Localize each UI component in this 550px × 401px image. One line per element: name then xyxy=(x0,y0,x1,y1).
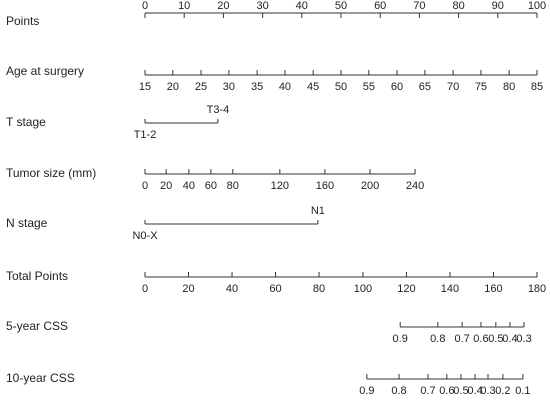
tick-label: 40 xyxy=(183,180,195,192)
tick-label: 60 xyxy=(269,283,281,295)
tick-label: 30 xyxy=(256,0,268,12)
tick-label: 20 xyxy=(217,0,229,12)
tick-label: 120 xyxy=(397,283,415,295)
tick-label: 0.8 xyxy=(430,333,445,345)
tick-label: 80 xyxy=(452,0,464,12)
tick-label: 40 xyxy=(279,81,291,93)
category-label: T1-2 xyxy=(134,129,157,141)
tick-label: 20 xyxy=(167,81,179,93)
tick-label: 70 xyxy=(413,0,425,12)
category-label: N0-X xyxy=(132,230,158,242)
tick-label: 40 xyxy=(296,0,308,12)
tick-label: 80 xyxy=(227,180,239,192)
tick-label: 160 xyxy=(316,180,334,192)
tick-label: 0.3 xyxy=(480,385,495,397)
row-name: Points xyxy=(6,14,39,28)
tick-label: 0.2 xyxy=(495,385,510,397)
tick-label: 100 xyxy=(354,283,372,295)
tick-label: 0 xyxy=(142,180,148,192)
tick-label: 50 xyxy=(335,0,347,12)
category-label: T3-4 xyxy=(207,104,230,116)
tick-label: 0.8 xyxy=(391,385,406,397)
tick-label: 90 xyxy=(492,0,504,12)
row-name: N stage xyxy=(6,216,48,230)
tick-label: 25 xyxy=(195,81,207,93)
tick-label: 0 xyxy=(142,283,148,295)
tick-label: 80 xyxy=(503,81,515,93)
tick-label: 45 xyxy=(307,81,319,93)
tick-label: 35 xyxy=(251,81,263,93)
tick-label: 0.6 xyxy=(439,385,454,397)
row-name: T stage xyxy=(6,115,46,129)
tick-label: 0 xyxy=(142,0,148,12)
category-label: N1 xyxy=(311,205,325,217)
tick-label: 40 xyxy=(226,283,238,295)
tick-label: 0.5 xyxy=(488,333,503,345)
tick-label: 70 xyxy=(447,81,459,93)
tick-label: 60 xyxy=(205,180,217,192)
row-name: 10-year CSS xyxy=(6,371,75,385)
tick-label: 0.1 xyxy=(515,385,530,397)
tick-label: 0.7 xyxy=(454,333,469,345)
tick-label: 80 xyxy=(313,283,325,295)
tick-label: 240 xyxy=(406,180,424,192)
tick-label: 100 xyxy=(528,0,546,12)
tick-label: 10 xyxy=(178,0,190,12)
tick-label: 60 xyxy=(391,81,403,93)
tick-label: 50 xyxy=(335,81,347,93)
tick-label: 0.9 xyxy=(393,333,408,345)
tick-label: 0.4 xyxy=(502,333,517,345)
tick-label: 60 xyxy=(374,0,386,12)
tick-label: 120 xyxy=(271,180,289,192)
tick-label: 85 xyxy=(531,81,543,93)
tick-label: 140 xyxy=(441,283,459,295)
tick-label: 15 xyxy=(139,81,151,93)
row-name: Total Points xyxy=(6,269,68,283)
tick-label: 0.3 xyxy=(516,333,531,345)
tick-label: 65 xyxy=(419,81,431,93)
tick-label: 0.7 xyxy=(420,385,435,397)
tick-label: 0.4 xyxy=(467,385,482,397)
row-name: Tumor size (mm) xyxy=(6,166,96,180)
row-name: 5-year CSS xyxy=(6,319,68,333)
tick-label: 55 xyxy=(363,81,375,93)
tick-label: 0.9 xyxy=(359,385,374,397)
tick-label: 20 xyxy=(160,180,172,192)
row-name: Age at surgery xyxy=(6,64,84,78)
tick-label: 75 xyxy=(475,81,487,93)
tick-label: 160 xyxy=(484,283,502,295)
tick-label: 20 xyxy=(182,283,194,295)
tick-label: 200 xyxy=(361,180,379,192)
tick-label: 30 xyxy=(223,81,235,93)
tick-label: 0.5 xyxy=(453,385,468,397)
tick-label: 180 xyxy=(528,283,546,295)
tick-label: 0.6 xyxy=(473,333,488,345)
